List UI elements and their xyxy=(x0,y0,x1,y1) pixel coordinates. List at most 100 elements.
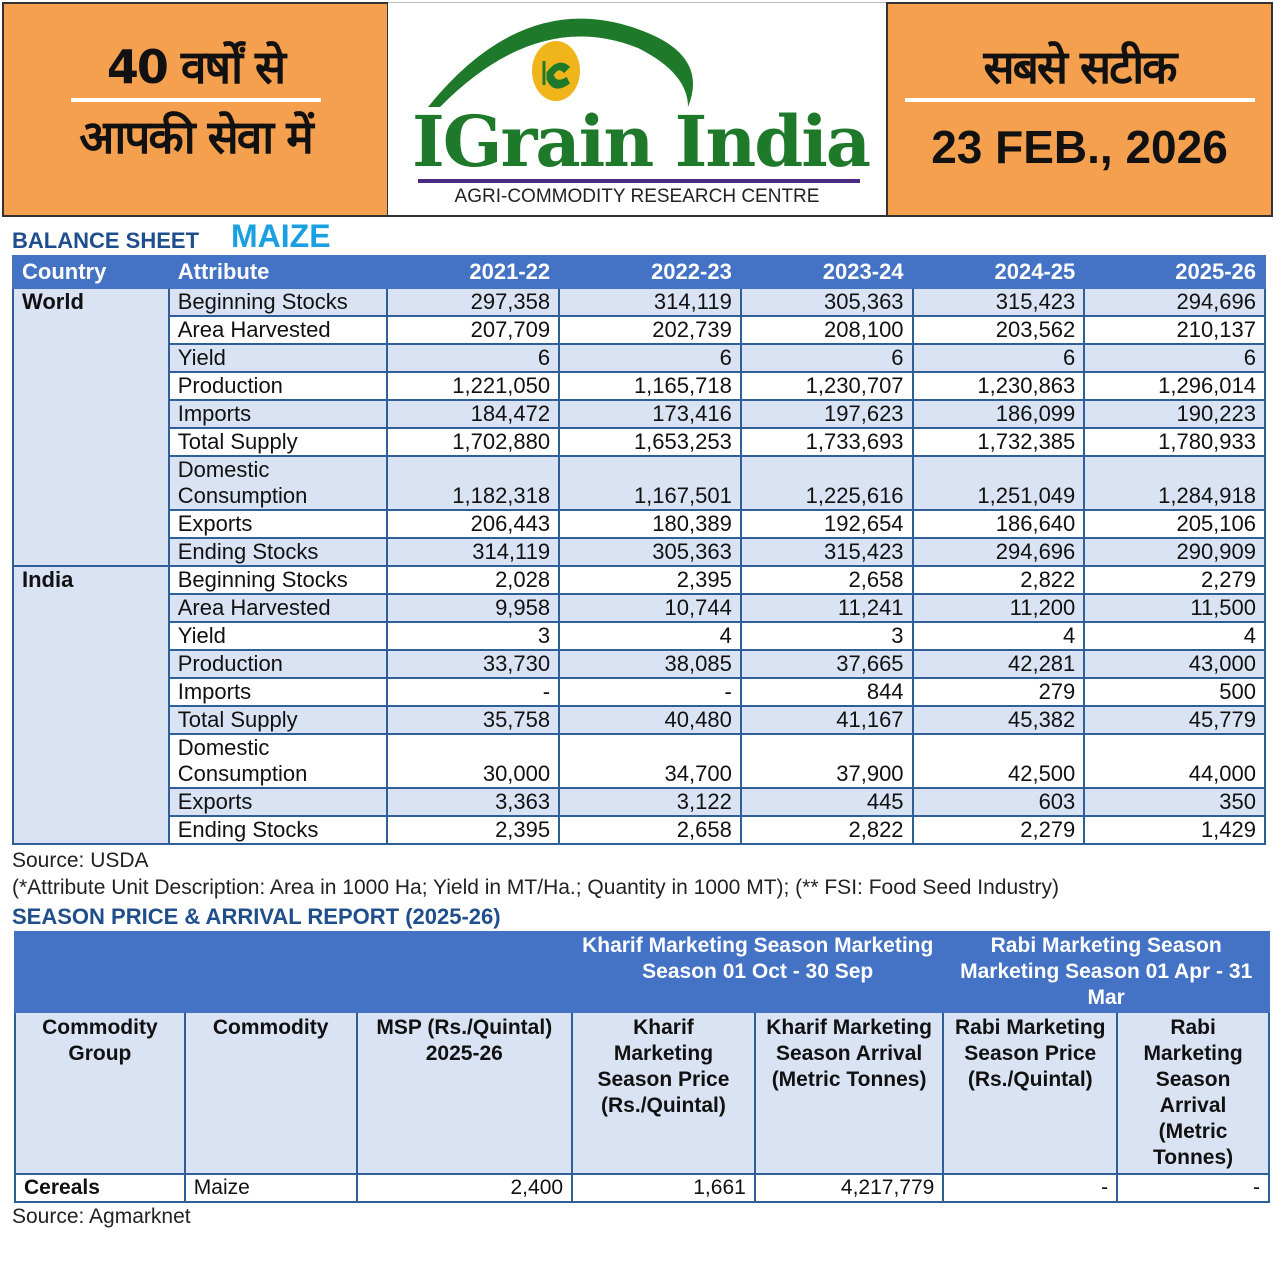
column-header: 2025-26 xyxy=(1083,255,1266,289)
attribute-cell: Exports xyxy=(167,787,389,817)
value-cell: 42,281 xyxy=(911,649,1086,679)
table-row: Ending Stocks 314,119 305,363 315,423 294,69… xyxy=(13,537,1266,567)
country-cell: India xyxy=(12,565,170,845)
value-cell: 315,423 xyxy=(911,287,1086,317)
value-cell: 1,182,318 xyxy=(386,455,561,511)
table-row: Area Harvested 9,958 10,744 11,241 11,200 11,… xyxy=(13,593,1266,623)
table-row: Domestic Consumption 1,182,318 1,167,501 1,… xyxy=(13,455,1266,511)
logo-arc-icon xyxy=(428,18,693,107)
value-cell: 1,733,693 xyxy=(739,427,914,457)
value-cell: 9,958 xyxy=(386,593,561,623)
value-cell: 2,822 xyxy=(739,815,914,845)
table-row: Yield 3 4 3 4 4 xyxy=(13,621,1266,651)
value-cell: 297,358 xyxy=(386,287,561,317)
table-row: Imports - -844 279 500 xyxy=(13,677,1266,707)
table-row: Yield 6 6 6 6 6 xyxy=(13,343,1266,373)
value-cell: 190,223 xyxy=(1083,399,1266,429)
value-cell: 1,165,718 xyxy=(558,371,742,401)
attribute-cell: Production xyxy=(167,371,389,401)
table-row: Area Harvested 207,709 202,739 208,100 203,5… xyxy=(13,315,1266,345)
value-cell: 445 xyxy=(739,787,914,817)
value-cell: 4 xyxy=(911,621,1086,651)
table-row: Domestic Consumption 30,000 34,700 37,900 42… xyxy=(13,733,1266,789)
value-cell: 315,423 xyxy=(739,537,914,567)
header-left-banner: 40 वर्षों से आपकी सेवा में xyxy=(2,2,389,217)
attribute-cell: Beginning Stocks xyxy=(167,287,389,317)
attribute-cell: Production xyxy=(167,649,389,679)
column-header: Attribute xyxy=(167,255,389,289)
value-cell: 1,296,014 xyxy=(1083,371,1266,401)
brand-name: IGrain India xyxy=(412,100,871,183)
value-cell: 1,230,863 xyxy=(911,371,1086,401)
value-cell: 1,653,253 xyxy=(558,427,742,457)
rabi-header: Rabi Marketing Season Marketing Season 0… xyxy=(942,931,1270,1013)
attribute-cell: Domestic Consumption xyxy=(167,455,389,511)
value-cell: 205,106 xyxy=(1083,509,1266,539)
attribute-cell: Total Supply xyxy=(167,427,389,457)
value-cell: 33,730 xyxy=(386,649,561,679)
value-cell: 314,119 xyxy=(386,537,561,567)
value-cell: 6 xyxy=(1083,343,1266,373)
table-row: Ending Stocks 2,395 2,658 2,822 2,279 1,429 xyxy=(13,815,1266,845)
tagline-accurate: सबसे सटीक xyxy=(983,40,1178,94)
value-cell: 2,028 xyxy=(386,565,561,595)
value-cell: 203,562 xyxy=(911,315,1086,345)
value-cell: 41,167 xyxy=(739,705,914,735)
divider xyxy=(70,98,321,102)
value-cell: 1,702,880 xyxy=(386,427,561,457)
divider xyxy=(904,98,1255,102)
value-cell: 3,363 xyxy=(386,787,561,817)
value-cell: 2,400 xyxy=(355,1173,574,1203)
attribute-cell: Ending Stocks xyxy=(167,815,389,845)
value-cell: 6 xyxy=(558,343,742,373)
value-cell: 500 xyxy=(1083,677,1266,707)
balance-sheet-label: BALANCE SHEET xyxy=(12,228,200,253)
value-cell: 210,137 xyxy=(1083,315,1266,345)
value-cell: 197,623 xyxy=(739,399,914,429)
value-cell: 2,279 xyxy=(911,815,1086,845)
attribute-cell: Imports xyxy=(167,677,389,707)
column-header: 2021-22 xyxy=(386,255,561,289)
table-row: Imports 184,472 173,416 197,623 186,099 190,2… xyxy=(13,399,1266,429)
season-price-table: Kharif Marketing Season Marketing Season… xyxy=(13,931,1270,1203)
table-row: Production 33,730 38,085 37,665 42,281 43,000 xyxy=(13,649,1266,679)
value-cell: 2,658 xyxy=(739,565,914,595)
value-cell: 1,221,050 xyxy=(386,371,561,401)
column-header: Kharif Marketing Season Price (Rs./Quint… xyxy=(571,1011,756,1175)
table-row: Exports 3,363 3,122 445 603 350 xyxy=(13,787,1266,817)
attribute-cell: Imports xyxy=(167,399,389,429)
value-cell: 2,395 xyxy=(386,815,561,845)
table-row: Total Supply 35,758 40,480 41,167 45,382 45,7… xyxy=(13,705,1266,735)
value-cell: 290,909 xyxy=(1083,537,1266,567)
tagline-years: 40 वर्षों से xyxy=(106,40,286,94)
value-cell: 43,000 xyxy=(1083,649,1266,679)
value-cell: 2,395 xyxy=(558,565,742,595)
value-cell: 603 xyxy=(911,787,1086,817)
unit-note: (*Attribute Unit Description: Area in 10… xyxy=(12,876,1059,899)
value-cell: 294,696 xyxy=(1083,287,1266,317)
value-cell: 40,480 xyxy=(558,705,742,735)
value-cell: 350 xyxy=(1083,787,1266,817)
attribute-cell: Yield xyxy=(167,343,389,373)
value-cell: 11,200 xyxy=(911,593,1086,623)
header-right-banner: सबसे सटीक 23 FEB., 2026 xyxy=(886,2,1273,217)
report-date: 23 FEB., 2026 xyxy=(931,121,1228,173)
value-cell: 294,696 xyxy=(911,537,1086,567)
value-cell: - xyxy=(386,677,561,707)
country-cell: World xyxy=(12,287,170,567)
attribute-cell: Total Supply xyxy=(167,705,389,735)
column-header: Rabi Marketing Season Arrival (Metric To… xyxy=(1116,1011,1270,1175)
attribute-cell: Exports xyxy=(167,509,389,539)
value-cell: - xyxy=(558,677,742,707)
value-cell: 206,443 xyxy=(386,509,561,539)
value-cell: 192,654 xyxy=(739,509,914,539)
balance-sheet-table: Country Attribute 2021-22 2022-23 2023-24 202… xyxy=(12,255,1266,845)
attribute-cell: Area Harvested xyxy=(167,315,389,345)
value-cell: 11,500 xyxy=(1083,593,1266,623)
column-header: Commodity Group xyxy=(14,1011,186,1175)
value-cell: 184,472 xyxy=(386,399,561,429)
value-cell: 6 xyxy=(739,343,914,373)
value-cell: 186,640 xyxy=(911,509,1086,539)
attribute-cell: Beginning Stocks xyxy=(167,565,389,595)
table-row: India Beginning Stocks 2,028 2,395 2,658 2,82… xyxy=(12,565,1266,845)
